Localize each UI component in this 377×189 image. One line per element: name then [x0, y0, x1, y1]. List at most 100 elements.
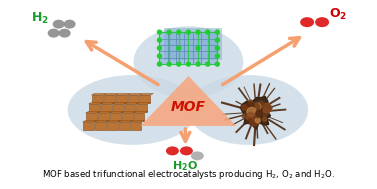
FancyBboxPatch shape — [98, 113, 109, 121]
Circle shape — [248, 100, 253, 104]
Polygon shape — [121, 112, 135, 113]
FancyBboxPatch shape — [133, 113, 144, 121]
FancyBboxPatch shape — [121, 113, 132, 121]
FancyBboxPatch shape — [124, 104, 135, 112]
Circle shape — [250, 117, 259, 126]
Polygon shape — [127, 94, 141, 95]
Text: MOF: MOF — [171, 100, 206, 114]
Circle shape — [177, 30, 181, 34]
Polygon shape — [240, 97, 272, 129]
Circle shape — [215, 62, 219, 66]
FancyBboxPatch shape — [118, 122, 130, 130]
Circle shape — [251, 103, 260, 112]
Circle shape — [259, 101, 264, 106]
Ellipse shape — [191, 151, 204, 160]
Polygon shape — [98, 112, 112, 113]
Circle shape — [261, 108, 268, 116]
Ellipse shape — [64, 20, 76, 29]
Polygon shape — [104, 94, 118, 95]
Text: MOF based trifunctional electrocatalysts producing $\mathsf{H_2}$, $\mathsf{O_2}: MOF based trifunctional electrocatalysts… — [42, 168, 335, 181]
Circle shape — [215, 46, 219, 50]
Polygon shape — [115, 94, 130, 95]
Polygon shape — [92, 94, 106, 95]
Circle shape — [158, 30, 161, 34]
FancyBboxPatch shape — [127, 95, 138, 103]
Ellipse shape — [53, 20, 64, 29]
Polygon shape — [107, 120, 121, 122]
FancyBboxPatch shape — [89, 104, 100, 112]
FancyBboxPatch shape — [130, 122, 141, 130]
Polygon shape — [95, 120, 109, 122]
Ellipse shape — [166, 146, 179, 155]
Circle shape — [196, 30, 200, 34]
Circle shape — [262, 103, 272, 113]
Ellipse shape — [59, 29, 70, 38]
Ellipse shape — [67, 75, 198, 145]
Circle shape — [206, 62, 210, 66]
FancyBboxPatch shape — [164, 28, 222, 60]
Text: $\mathbf{O_2}$: $\mathbf{O_2}$ — [329, 7, 347, 22]
Circle shape — [158, 38, 161, 42]
Circle shape — [245, 102, 254, 111]
FancyBboxPatch shape — [95, 122, 106, 130]
Circle shape — [158, 54, 161, 58]
Circle shape — [196, 62, 200, 66]
Polygon shape — [141, 76, 236, 126]
Circle shape — [177, 62, 181, 66]
Circle shape — [255, 118, 260, 123]
Circle shape — [177, 46, 181, 50]
Circle shape — [215, 54, 219, 58]
FancyBboxPatch shape — [136, 104, 147, 112]
Polygon shape — [83, 120, 97, 122]
FancyBboxPatch shape — [115, 95, 127, 103]
Circle shape — [247, 107, 256, 117]
Circle shape — [186, 30, 190, 34]
Circle shape — [167, 30, 171, 34]
FancyBboxPatch shape — [83, 122, 93, 130]
Circle shape — [215, 30, 219, 34]
Circle shape — [158, 46, 161, 50]
Circle shape — [253, 103, 261, 111]
Polygon shape — [124, 102, 138, 104]
Circle shape — [255, 112, 261, 118]
Polygon shape — [130, 120, 144, 122]
Polygon shape — [86, 112, 100, 113]
Polygon shape — [89, 102, 103, 104]
Polygon shape — [133, 112, 147, 113]
Circle shape — [242, 114, 247, 119]
Ellipse shape — [188, 75, 308, 145]
FancyBboxPatch shape — [113, 104, 124, 112]
FancyBboxPatch shape — [101, 104, 112, 112]
Text: $\mathbf{H_2}$: $\mathbf{H_2}$ — [31, 11, 49, 26]
Polygon shape — [136, 102, 150, 104]
Circle shape — [186, 62, 190, 66]
Text: $\mathbf{H_2O}$: $\mathbf{H_2O}$ — [172, 159, 198, 173]
Circle shape — [262, 117, 267, 121]
Circle shape — [248, 119, 253, 124]
Polygon shape — [139, 94, 153, 95]
Ellipse shape — [300, 17, 314, 27]
FancyBboxPatch shape — [86, 113, 97, 121]
Circle shape — [206, 30, 210, 34]
FancyBboxPatch shape — [92, 95, 103, 103]
Circle shape — [158, 62, 161, 66]
FancyBboxPatch shape — [139, 95, 150, 103]
Circle shape — [256, 110, 262, 116]
FancyBboxPatch shape — [110, 113, 121, 121]
Circle shape — [167, 62, 171, 66]
Polygon shape — [118, 120, 132, 122]
FancyBboxPatch shape — [104, 95, 115, 103]
Circle shape — [241, 105, 247, 110]
FancyBboxPatch shape — [107, 122, 118, 130]
Circle shape — [196, 46, 200, 50]
Ellipse shape — [180, 146, 193, 155]
Ellipse shape — [315, 17, 329, 27]
FancyBboxPatch shape — [159, 32, 217, 64]
Circle shape — [215, 38, 219, 42]
Polygon shape — [113, 102, 127, 104]
Ellipse shape — [133, 26, 243, 98]
Circle shape — [257, 107, 262, 112]
Circle shape — [247, 113, 255, 121]
Ellipse shape — [48, 29, 60, 38]
Polygon shape — [110, 112, 124, 113]
